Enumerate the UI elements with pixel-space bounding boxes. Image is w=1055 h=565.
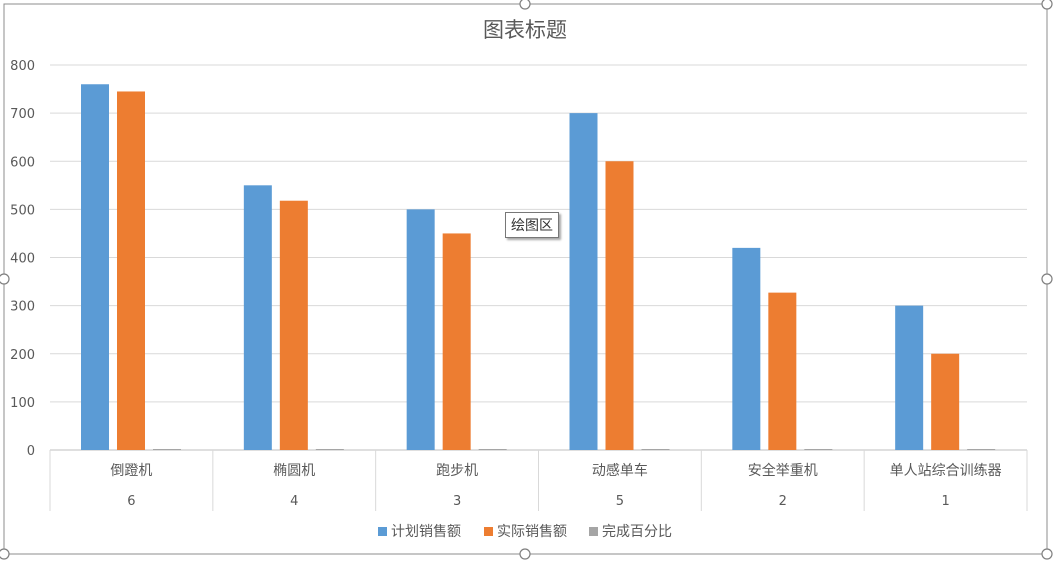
- chart-frame[interactable]: [3, 3, 1048, 555]
- y-tick-label: 200: [10, 348, 35, 363]
- resize-handle[interactable]: [519, 548, 531, 560]
- bar-1[interactable]: [406, 209, 435, 450]
- bar-2[interactable]: [605, 161, 634, 450]
- x-subcategory-label: 5: [616, 494, 624, 509]
- bar-2[interactable]: [117, 91, 145, 450]
- x-subcategory-label: 2: [779, 494, 787, 509]
- resize-handle[interactable]: [1041, 0, 1053, 10]
- bar-1[interactable]: [569, 113, 598, 450]
- legend-label[interactable]: 计划销售额: [391, 524, 461, 540]
- x-subcategory-label: 1: [941, 494, 949, 509]
- bar-3[interactable]: [478, 449, 507, 450]
- y-tick-label: 600: [10, 155, 35, 170]
- legend-swatch: [589, 527, 598, 536]
- y-tick-label: 100: [10, 396, 35, 411]
- bar-2[interactable]: [279, 200, 308, 450]
- bar-1[interactable]: [243, 185, 272, 450]
- x-subcategory-label: 4: [290, 494, 298, 509]
- resize-handle[interactable]: [1041, 273, 1053, 285]
- x-category-label: 单人站综合训练器: [890, 463, 1002, 479]
- x-category-label: 椭圆机: [273, 463, 315, 479]
- bar-1[interactable]: [732, 247, 761, 450]
- y-tick-label: 300: [10, 300, 35, 315]
- legend-label[interactable]: 实际销售额: [497, 524, 567, 540]
- chart-title: 图表标题: [483, 18, 567, 42]
- resize-handle[interactable]: [519, 0, 531, 10]
- plot-area-tooltip: 绘图区: [505, 212, 559, 238]
- bar-3[interactable]: [641, 449, 670, 450]
- bar-2[interactable]: [768, 292, 797, 450]
- bar-3[interactable]: [804, 449, 833, 450]
- x-category-label: 倒蹬机: [110, 463, 152, 479]
- resize-handle[interactable]: [0, 273, 10, 285]
- x-subcategory-label: 6: [127, 494, 135, 509]
- bar-2[interactable]: [931, 353, 960, 450]
- x-subcategory-label: 3: [453, 494, 461, 509]
- resize-handle[interactable]: [1041, 548, 1053, 560]
- y-tick-label: 500: [10, 203, 35, 218]
- bar-1[interactable]: [81, 84, 109, 450]
- bar-3[interactable]: [967, 449, 996, 450]
- bar-3[interactable]: [315, 449, 344, 450]
- bar-3[interactable]: [153, 449, 181, 450]
- resize-handle[interactable]: [0, 548, 10, 560]
- bar-1[interactable]: [895, 305, 924, 450]
- bar-2[interactable]: [442, 233, 471, 450]
- x-category-label: 跑步机: [436, 463, 478, 479]
- legend-swatch: [484, 527, 493, 536]
- legend-label[interactable]: 完成百分比: [602, 524, 672, 540]
- y-tick-label: 700: [10, 107, 35, 122]
- legend-swatch: [378, 527, 387, 536]
- x-category-label: 动感单车: [592, 462, 648, 479]
- x-category-label: 安全举重机: [748, 462, 818, 479]
- y-tick-label: 800: [10, 59, 35, 74]
- y-tick-label: 400: [10, 252, 35, 267]
- y-tick-label: 0: [27, 444, 35, 459]
